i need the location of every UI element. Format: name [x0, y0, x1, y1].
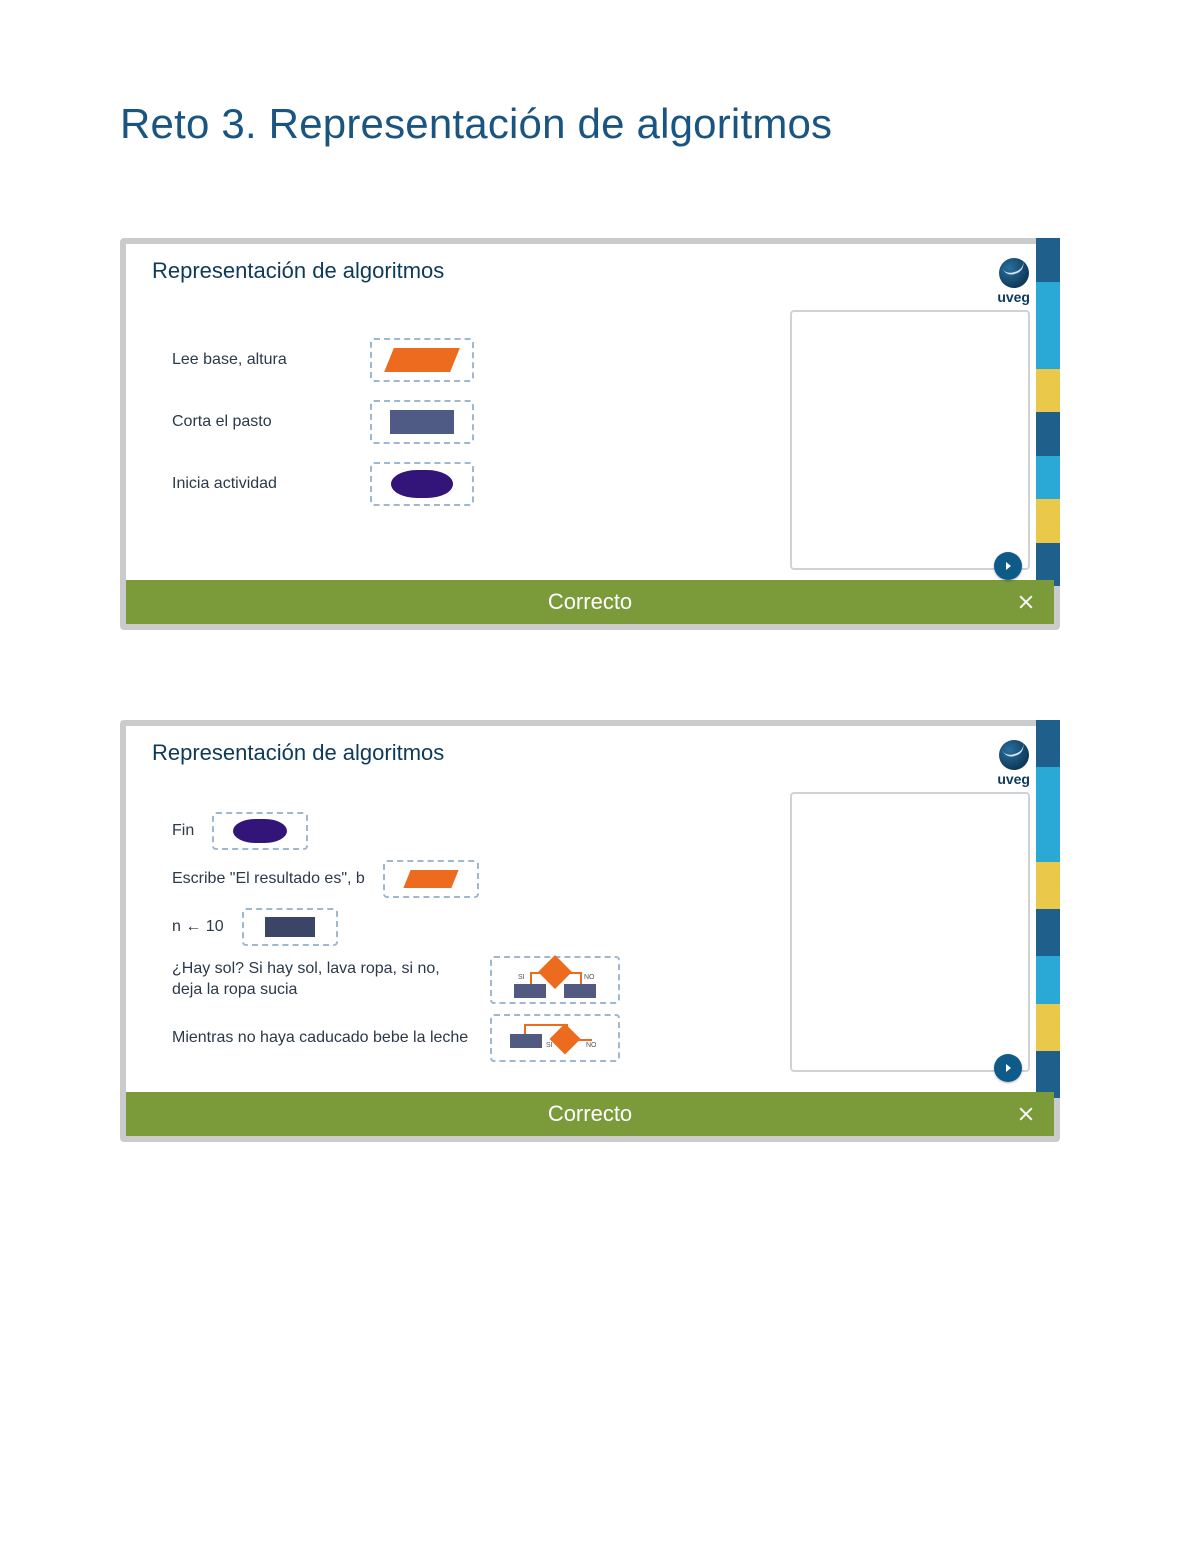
- drop-slot[interactable]: [370, 462, 474, 506]
- item-label: Mientras no haya caducado bebe la leche: [172, 1028, 472, 1049]
- preview-canvas: [790, 310, 1030, 570]
- panel-body: Fin Escribe "El resultado es", b n ← 10 …: [126, 792, 1054, 1092]
- uveg-logo: uveg: [997, 258, 1030, 304]
- exercise-panel-1: Representación de algoritmos uveg Lee ba…: [120, 238, 1060, 630]
- close-icon: [1016, 1104, 1036, 1124]
- globe-icon: [999, 740, 1029, 770]
- parallelogram-icon[interactable]: [384, 348, 460, 372]
- parallelogram-icon[interactable]: [403, 870, 458, 888]
- logo-text: uveg: [997, 290, 1030, 304]
- item-label: ¿Hay sol? Si hay sol, lava ropa, si no, …: [172, 959, 472, 1001]
- chevron-right-icon: [1002, 560, 1014, 572]
- status-text: Correcto: [548, 589, 632, 615]
- close-button[interactable]: [1016, 592, 1036, 612]
- logo-text: uveg: [997, 772, 1030, 786]
- drop-slot[interactable]: [370, 338, 474, 382]
- item-label: Inicia actividad: [172, 475, 352, 493]
- item-label: Corta el pasto: [172, 413, 352, 431]
- item-label: Fin: [172, 822, 194, 840]
- decision-icon[interactable]: SI NO: [496, 960, 614, 1000]
- exercise-panel-2: Representación de algoritmos uveg Fin Es…: [120, 720, 1060, 1142]
- globe-icon: [999, 258, 1029, 288]
- next-button[interactable]: [994, 1054, 1022, 1082]
- item-label: n ← 10: [172, 918, 224, 936]
- terminator-icon[interactable]: [391, 470, 453, 498]
- panel-header: Representación de algoritmos uveg: [126, 244, 1054, 310]
- panel-body: Lee base, altura Corta el pasto Inicia a…: [126, 310, 1054, 580]
- close-button[interactable]: [1016, 1104, 1036, 1124]
- status-bar: Correcto: [126, 580, 1054, 624]
- rectangle-icon[interactable]: [390, 410, 454, 434]
- panel-title: Representación de algoritmos: [152, 740, 444, 766]
- status-bar: Correcto: [126, 1092, 1054, 1136]
- drop-slot[interactable]: [383, 860, 479, 898]
- item-label: Lee base, altura: [172, 351, 352, 369]
- rectangle-icon[interactable]: [265, 917, 315, 937]
- uveg-logo: uveg: [997, 740, 1030, 786]
- next-button[interactable]: [994, 552, 1022, 580]
- drop-slot[interactable]: SI NO: [490, 956, 620, 1004]
- panel-title: Representación de algoritmos: [152, 258, 444, 284]
- panel-header: Representación de algoritmos uveg: [126, 726, 1054, 792]
- terminator-icon[interactable]: [233, 819, 287, 843]
- page-title: Reto 3. Representación de algoritmos: [120, 100, 1080, 148]
- close-icon: [1016, 592, 1036, 612]
- drop-slot[interactable]: [212, 812, 308, 850]
- loop-icon[interactable]: SI NO: [496, 1018, 614, 1058]
- drop-slot[interactable]: [370, 400, 474, 444]
- preview-canvas: [790, 792, 1030, 1072]
- drop-slot[interactable]: SI NO: [490, 1014, 620, 1062]
- item-label: Escribe "El resultado es", b: [172, 870, 365, 888]
- chevron-right-icon: [1002, 1062, 1014, 1074]
- drop-slot[interactable]: [242, 908, 338, 946]
- status-text: Correcto: [548, 1101, 632, 1127]
